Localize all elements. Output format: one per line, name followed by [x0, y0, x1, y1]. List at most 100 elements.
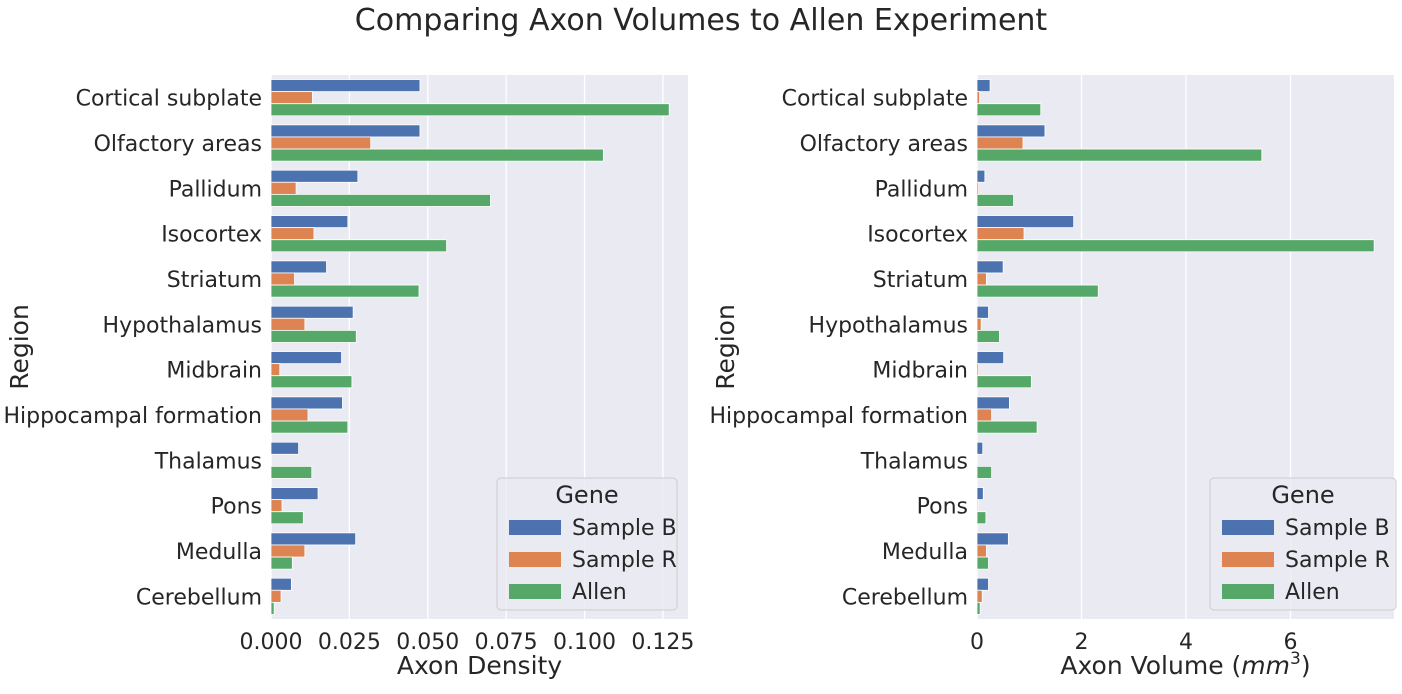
y-tick-label: Cortical subplate: [782, 87, 968, 112]
x-tick-label: 0.050: [396, 630, 459, 655]
y-tick-label: Hypothalamus: [103, 313, 262, 338]
bar-allen: [976, 465, 993, 479]
bar-sample-b: [976, 487, 984, 501]
bar-sample-b: [976, 532, 1009, 546]
y-tick-label: Isocortex: [867, 223, 968, 248]
x-tick-label: 0.100: [553, 630, 616, 655]
y-tick-label: Thalamus: [154, 449, 262, 474]
bar-sample-b: [976, 396, 1010, 410]
legend-entry: Allen: [572, 580, 627, 605]
legend-swatch: [509, 584, 561, 599]
bar-sample-r: [270, 408, 309, 422]
bar-allen: [976, 193, 1014, 207]
bar-sample-b: [976, 577, 989, 591]
y-tick-label: Medulla: [882, 540, 968, 565]
x-tick-label: 4: [1179, 630, 1193, 655]
bar-sample-r: [976, 272, 987, 286]
y-tick-label: Pons: [917, 495, 968, 520]
bar-sample-b: [270, 169, 359, 183]
legend: Gene Sample B Sample R Allen: [496, 477, 678, 611]
legend-entry: Allen: [1285, 580, 1340, 605]
y-tick-label: Isocortex: [161, 223, 262, 248]
bar-sample-r: [270, 544, 306, 558]
y-tick-label: Thalamus: [860, 449, 968, 474]
bar-sample-r: [270, 227, 315, 241]
y-tick-label: Hippocampal formation: [709, 404, 968, 429]
bar-sample-b: [976, 305, 989, 319]
bar-sample-b: [976, 169, 986, 183]
bar-sample-r: [270, 589, 282, 603]
x-tick-label: 0.025: [318, 630, 381, 655]
figure-title: Comparing Axon Volumes to Allen Experime…: [355, 3, 1048, 38]
bar-sample-b: [270, 532, 357, 546]
bar-sample-r: [270, 181, 297, 195]
y-tick-label: Cerebellum: [842, 585, 968, 610]
bar-allen: [976, 103, 1042, 117]
bar-allen: [976, 420, 1038, 434]
bar-sample-r: [270, 272, 295, 286]
bar-sample-r: [976, 408, 993, 422]
bar-sample-b: [270, 215, 349, 229]
bar-sample-b: [270, 79, 421, 93]
bar-allen: [976, 375, 1032, 389]
legend-box: [496, 477, 678, 611]
bar-sample-r: [976, 227, 1025, 241]
legend-entry: Sample R: [572, 548, 677, 573]
bar-sample-r: [976, 317, 982, 331]
bar-sample-r: [270, 136, 372, 150]
y-tick-label: Medulla: [176, 540, 262, 565]
legend: Gene Sample B Sample R Allen: [1209, 477, 1397, 611]
bar-allen: [270, 556, 293, 570]
y-tick-label: Olfactory areas: [800, 132, 968, 157]
y-axis-label: Region: [711, 304, 740, 390]
bar-sample-b: [270, 441, 299, 455]
y-tick-label: Olfactory areas: [94, 132, 262, 157]
bar-sample-b: [976, 260, 1004, 274]
bar-sample-r: [270, 499, 283, 513]
bar-sample-r: [976, 499, 979, 513]
y-tick-label: Midbrain: [872, 359, 968, 384]
legend-title: Gene: [555, 481, 618, 509]
x-tick-label: 6: [1284, 630, 1298, 655]
bar-allen: [270, 239, 447, 253]
legend-swatch: [509, 552, 561, 567]
legend-box: [1209, 477, 1397, 611]
y-tick-label: Pallidum: [169, 177, 262, 202]
bar-sample-r: [270, 363, 281, 377]
bar-sample-b: [270, 351, 342, 365]
bar-sample-b: [270, 305, 354, 319]
bar-allen: [270, 601, 275, 615]
bar-allen: [976, 148, 1263, 162]
y-tick-label: Hypothalamus: [809, 313, 968, 338]
bar-sample-b: [270, 577, 292, 591]
bar-sample-b: [270, 260, 327, 274]
volume-chart: 0 2 4 6 Cortical subplate Olfactory areas Pall…: [709, 75, 1397, 680]
bar-sample-r: [976, 363, 979, 377]
x-tick-label: 0: [970, 630, 984, 655]
bar-sample-r: [270, 91, 313, 105]
bar-sample-r: [270, 317, 306, 331]
bar-sample-r: [976, 589, 983, 603]
bar-allen: [270, 193, 491, 207]
y-tick-label: Pons: [211, 495, 262, 520]
legend-entry: Sample B: [572, 516, 677, 541]
bar-sample-b: [976, 441, 984, 455]
x-tick-label: 2: [1075, 630, 1089, 655]
bar-allen: [270, 329, 357, 343]
bar-allen: [976, 511, 987, 525]
y-tick-label: Striatum: [873, 268, 968, 293]
bar-sample-b: [976, 215, 1075, 229]
x-tick-label: 0.075: [475, 630, 538, 655]
legend-swatch: [509, 520, 561, 535]
bar-allen: [976, 556, 989, 570]
legend-swatch: [1222, 584, 1274, 599]
bar-sample-r: [976, 544, 987, 558]
bar-allen: [270, 103, 670, 117]
y-tick-label: Hippocampal formation: [3, 404, 262, 429]
bar-allen: [976, 239, 1375, 253]
legend-swatch: [1222, 552, 1274, 567]
bar-allen: [270, 465, 313, 479]
x-tick-label: 0.125: [631, 630, 694, 655]
y-tick-label: Striatum: [167, 268, 262, 293]
bar-allen: [976, 284, 1099, 298]
